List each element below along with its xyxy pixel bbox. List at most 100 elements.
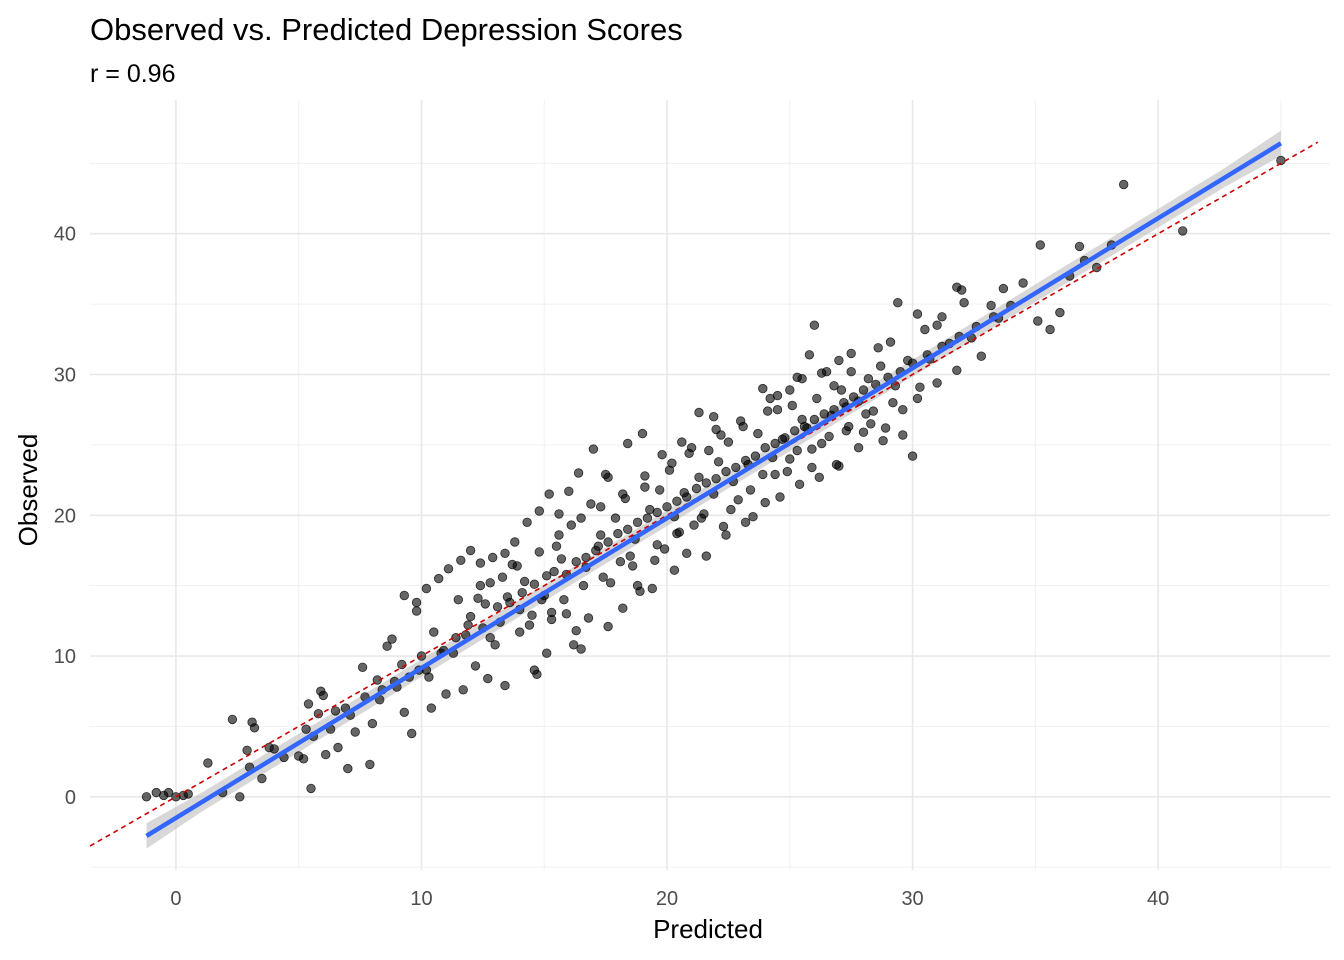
data-point [814,472,825,483]
data-point [463,620,473,630]
data-point [836,385,847,395]
data-point [986,300,996,311]
data-point [721,466,731,477]
data-point [490,640,500,650]
data-point [787,400,798,411]
x-tick-label: 0 [170,888,181,910]
data-point [861,409,871,419]
data-point [704,445,714,456]
data-point [775,492,785,502]
data-point [632,517,643,528]
data-point [598,572,608,582]
data-point [227,714,238,725]
data-point [898,430,908,440]
data-point [792,445,802,456]
data-point [912,393,923,404]
data-point [976,351,987,361]
data-point [399,707,410,718]
trend-lines [89,141,1319,847]
data-point [689,520,699,530]
data-point [512,561,522,571]
data-point [546,614,557,625]
data-point [618,603,628,613]
data-point [242,745,252,756]
data-point [421,583,432,594]
data-point [397,659,407,670]
data-point [321,749,331,760]
data-point [623,438,633,449]
data-point [657,450,667,460]
data-point [458,685,468,695]
data-point [559,595,569,605]
data-point [593,541,604,551]
data-point [603,537,613,547]
data-point [853,443,864,453]
data-point [163,787,174,798]
data-point [682,492,692,502]
data-point [588,444,599,454]
data-point [485,633,495,643]
data-point [893,298,903,308]
data-point [770,438,780,449]
data-point [731,462,741,473]
data-point [434,573,444,584]
data-point [817,368,827,378]
y-tick-label: 40 [54,224,76,246]
data-point [753,428,763,439]
data-point [387,634,397,644]
data-point [713,457,724,467]
data-point [330,706,341,716]
data-point [748,512,758,522]
data-point [888,398,898,408]
data-point [488,552,498,563]
data-point [465,545,476,556]
data-point [878,436,888,446]
data-point [839,398,849,408]
data-point [407,728,417,739]
data-point [662,502,672,512]
y-axis-ticks: 0 10 20 30 40 [54,224,76,809]
data-point [804,350,815,360]
data-point [920,324,930,335]
data-point [453,595,464,605]
data-point [475,580,486,591]
data-point [357,662,368,673]
data-point [876,361,886,371]
data-point [758,383,768,394]
data-point [605,578,616,588]
data-point [885,337,896,347]
data-point [694,407,704,418]
data-point [848,392,859,402]
data-point [785,454,795,464]
y-tick-label: 0 [65,787,76,809]
data-point [485,578,495,588]
data-point [726,504,736,515]
data-point [480,599,491,609]
data-point [581,552,591,563]
data-point [343,763,353,774]
data-point [647,583,658,594]
data-point [564,486,574,497]
data-point [306,783,316,794]
data-point [470,661,481,671]
data-point [915,382,925,392]
data-point [785,385,795,395]
data-point [701,551,712,561]
data-point [745,485,756,495]
data-point [411,606,422,616]
data-point [758,469,768,480]
data-point [652,507,662,518]
data-point [313,709,324,719]
data-point [632,580,643,591]
data-point [301,724,311,734]
data-point [780,433,790,443]
data-point [426,703,437,713]
data-point [529,665,540,675]
data-point [672,528,682,539]
data-point [1091,262,1102,273]
data-point [429,627,439,637]
data-point [691,483,702,494]
data-point [834,461,844,471]
data-point [556,554,567,564]
data-point [809,414,820,425]
